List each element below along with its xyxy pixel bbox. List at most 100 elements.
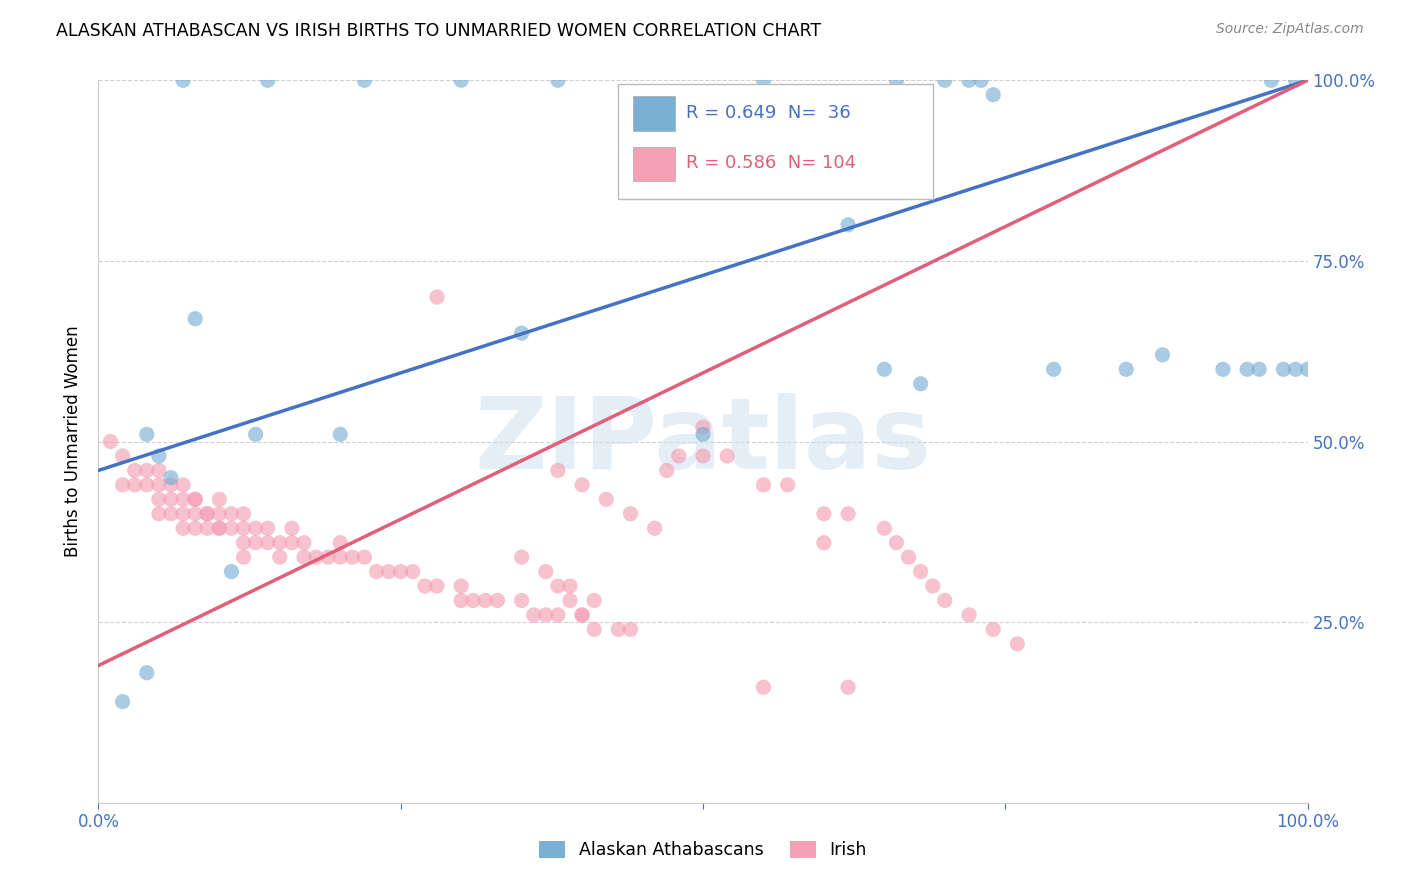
FancyBboxPatch shape: [633, 147, 675, 181]
Point: [184, 492, 207, 507]
Point: [148, 463, 170, 477]
Point: [571, 607, 593, 622]
Point: [269, 535, 291, 549]
Point: [269, 550, 291, 565]
Point: [195, 521, 218, 535]
Point: [837, 218, 859, 232]
Point: [921, 579, 943, 593]
Point: [148, 478, 170, 492]
Point: [655, 463, 678, 477]
Point: [172, 492, 194, 507]
Point: [172, 507, 194, 521]
Point: [1212, 362, 1234, 376]
Point: [208, 492, 231, 507]
Point: [172, 478, 194, 492]
Legend: Alaskan Athabascans, Irish: Alaskan Athabascans, Irish: [531, 834, 875, 866]
Point: [886, 73, 908, 87]
Point: [111, 449, 134, 463]
Point: [160, 492, 183, 507]
Point: [329, 550, 352, 565]
Point: [148, 449, 170, 463]
Point: [668, 449, 690, 463]
Point: [426, 579, 449, 593]
Point: [316, 550, 339, 565]
Point: [100, 434, 122, 449]
Point: [135, 463, 157, 477]
Point: [558, 579, 581, 593]
Point: [607, 623, 630, 637]
Point: [413, 579, 436, 593]
Point: [981, 87, 1004, 102]
Point: [221, 565, 243, 579]
Point: [571, 607, 593, 622]
Point: [292, 535, 315, 549]
Point: [547, 463, 569, 477]
Point: [534, 607, 557, 622]
Point: [547, 607, 569, 622]
FancyBboxPatch shape: [619, 84, 932, 200]
Point: [558, 593, 581, 607]
Point: [474, 593, 496, 607]
Text: ALASKAN ATHABASCAN VS IRISH BIRTHS TO UNMARRIED WOMEN CORRELATION CHART: ALASKAN ATHABASCAN VS IRISH BIRTHS TO UN…: [56, 22, 821, 40]
Point: [135, 665, 157, 680]
Point: [208, 521, 231, 535]
Point: [692, 449, 714, 463]
Point: [1296, 362, 1319, 376]
Point: [366, 565, 388, 579]
Point: [970, 73, 993, 87]
Point: [329, 427, 352, 442]
Point: [148, 507, 170, 521]
Point: [221, 521, 243, 535]
Point: [886, 535, 908, 549]
Point: [910, 376, 932, 391]
Point: [752, 73, 775, 87]
Point: [450, 579, 472, 593]
Point: [329, 535, 352, 549]
Point: [583, 623, 606, 637]
Point: [934, 593, 956, 607]
Point: [256, 73, 278, 87]
Point: [957, 607, 980, 622]
Point: [389, 565, 412, 579]
Point: [837, 680, 859, 694]
Point: [692, 427, 714, 442]
Point: [1249, 362, 1271, 376]
Text: R = 0.649  N=  36: R = 0.649 N= 36: [686, 103, 851, 122]
Point: [160, 507, 183, 521]
Point: [160, 478, 183, 492]
Point: [571, 478, 593, 492]
Point: [353, 550, 375, 565]
Point: [232, 535, 254, 549]
Point: [292, 550, 315, 565]
Point: [221, 507, 243, 521]
Text: R = 0.586  N= 104: R = 0.586 N= 104: [686, 154, 856, 172]
Point: [1152, 348, 1174, 362]
Point: [595, 492, 617, 507]
Point: [426, 290, 449, 304]
Point: [245, 535, 267, 549]
Point: [1115, 362, 1137, 376]
Point: [547, 73, 569, 87]
Y-axis label: Births to Unmarried Women: Births to Unmarried Women: [65, 326, 83, 558]
Text: Source: ZipAtlas.com: Source: ZipAtlas.com: [1216, 22, 1364, 37]
Point: [752, 680, 775, 694]
Point: [934, 73, 956, 87]
Point: [281, 535, 304, 549]
Point: [873, 521, 896, 535]
Point: [172, 73, 194, 87]
Point: [1042, 362, 1064, 376]
Point: [1284, 73, 1306, 87]
Point: [837, 507, 859, 521]
Point: [547, 579, 569, 593]
Point: [897, 550, 920, 565]
Point: [232, 521, 254, 535]
Point: [510, 326, 533, 340]
Point: [256, 521, 278, 535]
Point: [486, 593, 509, 607]
Point: [402, 565, 425, 579]
Point: [534, 565, 557, 579]
Point: [124, 478, 146, 492]
Point: [195, 507, 218, 521]
Point: [160, 470, 183, 484]
Point: [619, 507, 641, 521]
